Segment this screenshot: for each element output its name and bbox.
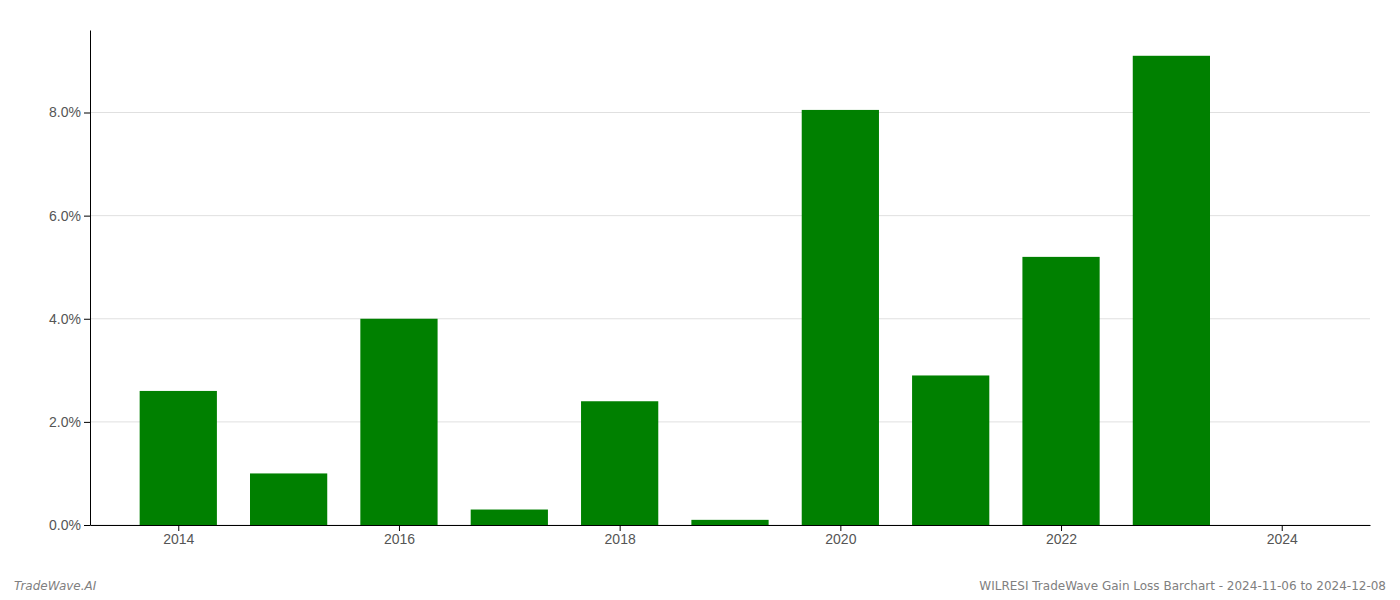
- x-tick-label: 2018: [605, 531, 636, 547]
- bar: [802, 110, 879, 525]
- footer-right: WILRESI TradeWave Gain Loss Barchart - 2…: [979, 579, 1386, 593]
- bar: [912, 375, 989, 525]
- y-tick: 0.0%: [49, 517, 90, 533]
- x-tick-label: 2020: [825, 531, 856, 547]
- chart: 2014 2016 2018 2020 2022 2024 0.0% 2.0% 4.0% 6.0%…: [0, 0, 1400, 600]
- x-tick: 2014: [163, 525, 194, 547]
- y-tick: 8.0%: [49, 104, 90, 120]
- bar: [360, 319, 437, 525]
- bar: [250, 473, 327, 525]
- bar: [581, 401, 658, 525]
- x-tick: 2018: [605, 525, 636, 547]
- y-tick: 6.0%: [49, 208, 90, 224]
- x-tick-label: 2016: [384, 531, 415, 547]
- y-tick-label: 6.0%: [49, 208, 81, 224]
- bar: [1022, 257, 1099, 525]
- bar: [691, 520, 768, 525]
- y-axis: 0.0% 2.0% 4.0% 6.0% 8.0%: [49, 31, 90, 533]
- x-tick: 2022: [1046, 525, 1077, 547]
- bar: [471, 510, 548, 525]
- x-tick: 2016: [384, 525, 415, 547]
- y-tick-label: 4.0%: [49, 311, 81, 327]
- y-tick-label: 2.0%: [49, 414, 81, 430]
- x-tick: 2024: [1267, 525, 1298, 547]
- y-tick-mark: [84, 525, 90, 526]
- y-tick-label: 8.0%: [49, 104, 81, 120]
- y-tick-label: 0.0%: [49, 517, 81, 533]
- y-tick: 2.0%: [49, 414, 90, 430]
- y-tick-mark: [84, 216, 90, 217]
- y-tick-mark: [84, 319, 90, 320]
- bar: [1133, 56, 1210, 525]
- bar: [140, 391, 217, 525]
- y-tick: 4.0%: [49, 311, 90, 327]
- x-tick: 2020: [825, 525, 856, 547]
- bars: [140, 56, 1210, 525]
- x-axis: 2014 2016 2018 2020 2022 2024: [91, 525, 1371, 547]
- x-tick-label: 2014: [163, 531, 194, 547]
- plot: 2014 2016 2018 2020 2022 2024 0.0% 2.0% 4.0% 6.0%…: [49, 31, 1370, 547]
- x-tick-label: 2024: [1267, 531, 1298, 547]
- y-tick-mark: [84, 113, 90, 114]
- y-tick-mark: [84, 422, 90, 423]
- x-axis-line: [91, 525, 1371, 526]
- x-tick-label: 2022: [1046, 531, 1077, 547]
- y-axis-line: [90, 31, 91, 526]
- footer-left: TradeWave.AI: [14, 579, 97, 593]
